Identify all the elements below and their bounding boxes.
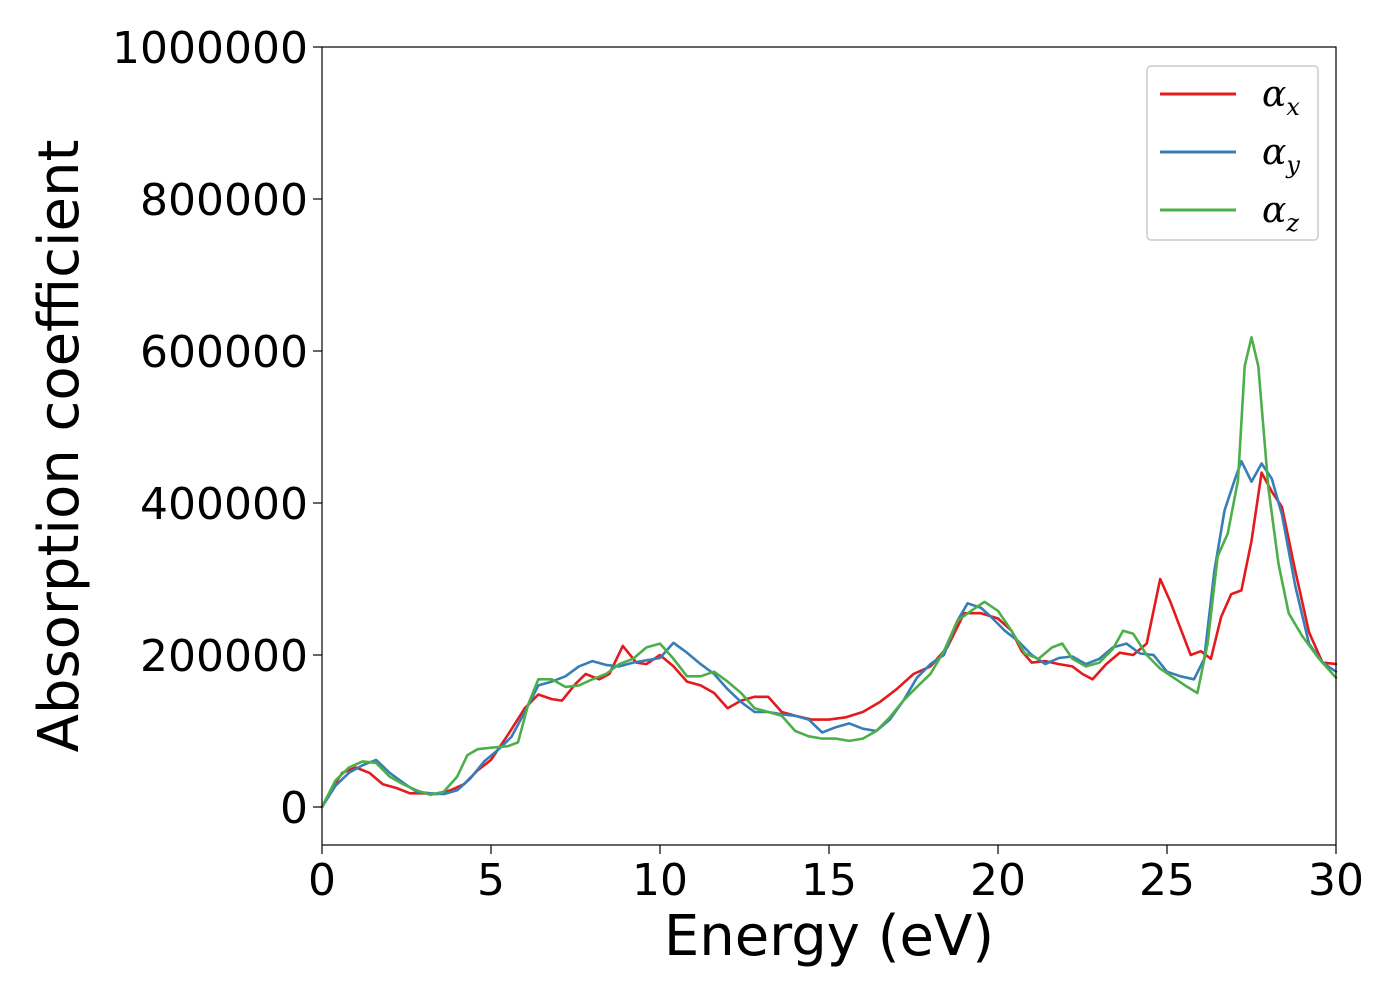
y-tick-label: 400000 bbox=[140, 479, 308, 530]
y-tick-label: 0 bbox=[280, 783, 308, 834]
x-tick-label: 20 bbox=[970, 855, 1026, 906]
x-tick-label: 10 bbox=[632, 855, 688, 906]
series-line-z bbox=[320, 336, 1338, 809]
y-axis-title: Absorption coefficient bbox=[27, 140, 92, 753]
legend-subscript: y bbox=[1285, 151, 1300, 179]
legend-label-z: αz bbox=[1262, 190, 1299, 237]
legend-symbol: α bbox=[1262, 190, 1286, 231]
x-tick-label: 15 bbox=[801, 855, 857, 906]
x-tick-label: 25 bbox=[1139, 855, 1195, 906]
legend-subscript: x bbox=[1286, 93, 1300, 121]
y-axis-ticks: 0 200000 400000 600000 800000 1000000 bbox=[112, 23, 322, 834]
series-line-x bbox=[320, 471, 1338, 809]
plot-series bbox=[320, 336, 1338, 809]
x-tick-label: 30 bbox=[1308, 855, 1364, 906]
legend-subscript: z bbox=[1285, 209, 1299, 237]
y-tick-label: 800000 bbox=[140, 175, 308, 226]
legend-symbol: α bbox=[1262, 132, 1286, 173]
legend-label-x: αx bbox=[1262, 74, 1300, 121]
x-tick-label: 5 bbox=[477, 855, 505, 906]
series-line-y bbox=[320, 459, 1338, 809]
x-tick-label: 0 bbox=[308, 855, 336, 906]
x-axis-title: Energy (eV) bbox=[664, 904, 994, 969]
x-axis-ticks: 0 5 10 15 20 25 30 bbox=[308, 845, 1364, 906]
y-tick-label: 200000 bbox=[140, 631, 308, 682]
y-tick-label: 600000 bbox=[140, 327, 308, 378]
y-tick-label: 1000000 bbox=[112, 23, 308, 74]
legend-label-y: αy bbox=[1262, 132, 1300, 179]
legend-symbol: α bbox=[1262, 74, 1286, 115]
